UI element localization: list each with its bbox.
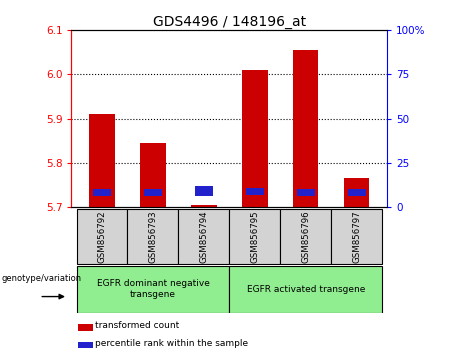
Bar — [293, 50, 319, 207]
Bar — [144, 189, 162, 196]
Title: GDS4496 / 148196_at: GDS4496 / 148196_at — [153, 15, 306, 29]
Bar — [229, 266, 382, 313]
Bar — [89, 114, 115, 207]
Text: EGFR activated transgene: EGFR activated transgene — [247, 285, 365, 294]
Text: transformed count: transformed count — [95, 321, 180, 331]
Bar — [178, 209, 229, 264]
Bar — [78, 324, 93, 331]
Bar — [128, 209, 178, 264]
Bar — [348, 189, 366, 196]
Bar — [195, 186, 213, 196]
Bar — [242, 70, 267, 207]
Bar — [78, 342, 93, 348]
Text: genotype/variation: genotype/variation — [1, 274, 82, 284]
Text: GSM856793: GSM856793 — [148, 210, 158, 263]
Text: GSM856794: GSM856794 — [199, 210, 208, 263]
Text: EGFR dominant negative
transgene: EGFR dominant negative transgene — [96, 279, 209, 299]
Text: GSM856797: GSM856797 — [352, 210, 361, 263]
Bar — [191, 205, 217, 207]
Bar — [229, 209, 280, 264]
Bar — [331, 209, 382, 264]
Bar — [246, 188, 264, 195]
Text: GSM856795: GSM856795 — [250, 210, 260, 263]
Text: percentile rank within the sample: percentile rank within the sample — [95, 339, 248, 348]
Text: GSM856796: GSM856796 — [301, 210, 310, 263]
Bar — [93, 189, 111, 196]
Text: GSM856792: GSM856792 — [98, 210, 106, 263]
Bar — [297, 189, 315, 196]
Bar — [77, 209, 128, 264]
Bar — [140, 143, 165, 207]
Bar — [280, 209, 331, 264]
Bar — [344, 178, 369, 207]
Bar — [77, 266, 229, 313]
